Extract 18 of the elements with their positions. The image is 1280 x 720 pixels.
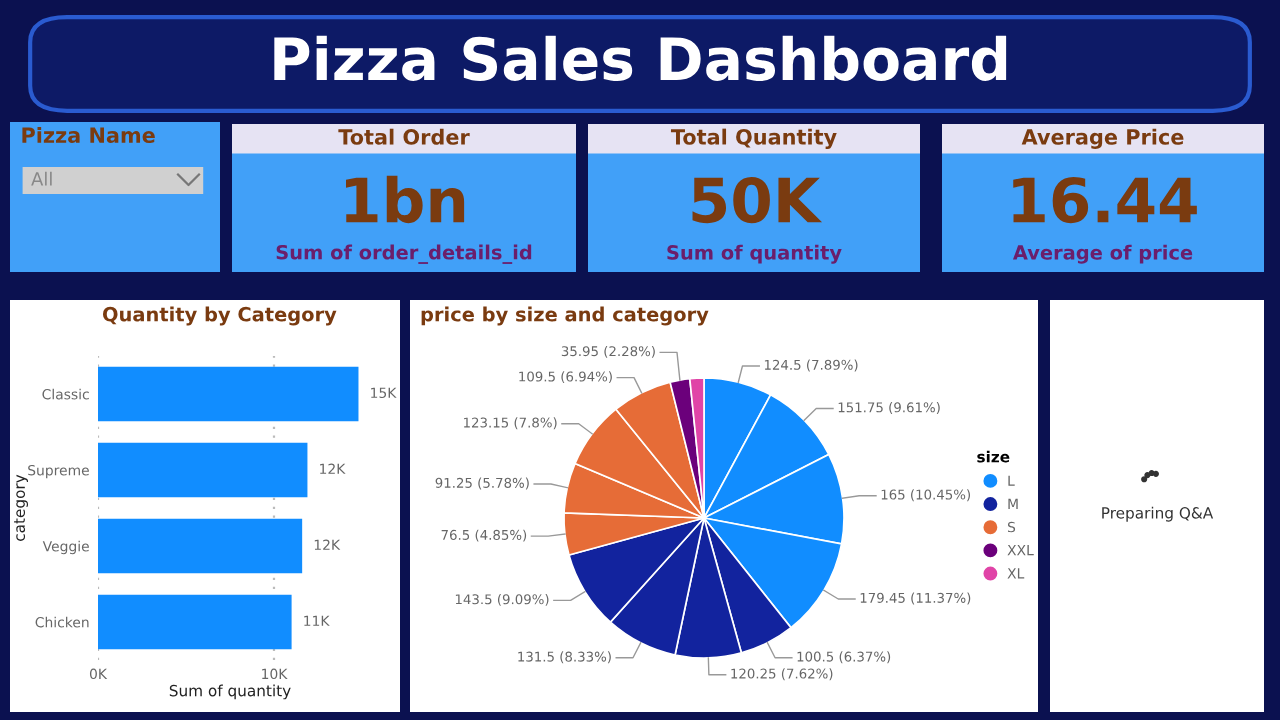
text: Sum of quantity [667, 244, 842, 264]
bar [98, 594, 292, 650]
bar [98, 366, 359, 422]
bar [98, 442, 308, 498]
text: 1bn [346, 175, 465, 224]
text: Sum of order_details_id [276, 244, 532, 264]
text: 50K [692, 176, 823, 224]
text: All [31, 171, 52, 186]
text: Average Price [1021, 128, 1184, 149]
text: Total Quantity [670, 128, 837, 149]
text: Total Order [338, 128, 470, 145]
text: 16.44 [1013, 176, 1197, 224]
text: Average of price [1012, 244, 1193, 264]
bar [98, 518, 303, 574]
chart-title: price by size and category [421, 306, 709, 326]
text: Pizza Sales Dashboard [274, 35, 1007, 81]
text: Pizza Name [22, 126, 155, 144]
chart-title: Quantity by Category [102, 306, 337, 326]
